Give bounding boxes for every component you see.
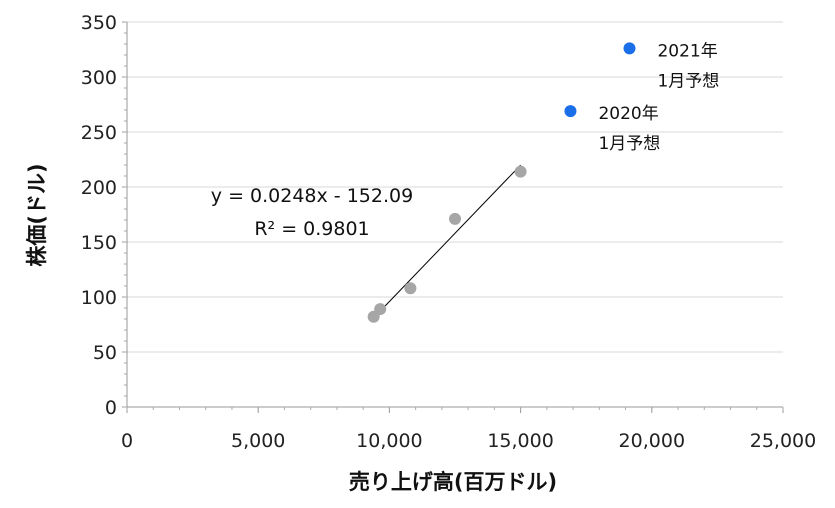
point-label-year: 2020年 bbox=[598, 104, 658, 124]
point-label-year: 2021年 bbox=[657, 41, 717, 61]
y-tick-label: 300 bbox=[81, 67, 117, 89]
y-tick-labels: 0 50 100 150 200 250 300 350 bbox=[81, 12, 117, 419]
point-labels: 2020年 1月予想 2021年 1月予想 bbox=[598, 41, 719, 154]
trendline bbox=[373, 164, 521, 319]
y-axis-title: 株価(ドル) bbox=[25, 163, 49, 266]
data-point bbox=[449, 212, 461, 225]
y-tick-label: 200 bbox=[81, 177, 117, 199]
x-tick-label: 20,000 bbox=[619, 430, 685, 452]
trendline-equation: y = 0.0248x - 152.09 bbox=[211, 185, 413, 207]
x-axis-title: 売り上げ高(百万ドル) bbox=[349, 470, 557, 494]
y-tick-label: 150 bbox=[81, 232, 117, 254]
gridlines bbox=[127, 21, 783, 353]
data-point bbox=[404, 282, 417, 295]
x-tick-label: 25,000 bbox=[750, 430, 816, 452]
y-tick-label: 0 bbox=[105, 397, 117, 419]
x-tick-label: 10,000 bbox=[356, 430, 422, 452]
data-points bbox=[367, 42, 636, 323]
y-tick-label: 350 bbox=[81, 12, 117, 34]
y-tick-label: 250 bbox=[81, 122, 117, 144]
data-point bbox=[374, 303, 387, 316]
x-tick-labels: 0 5,000 10,000 15,000 20,000 25,000 bbox=[121, 430, 816, 452]
trendline-r-squared: R² = 0.9801 bbox=[254, 218, 369, 240]
x-tick-label: 5,000 bbox=[231, 430, 285, 452]
x-tick-label: 0 bbox=[121, 430, 133, 452]
x-tick-label: 15,000 bbox=[487, 430, 553, 452]
forecast-point bbox=[564, 105, 577, 118]
trendline-group bbox=[373, 164, 521, 319]
y-tick-label: 50 bbox=[93, 342, 117, 364]
forecast-point bbox=[623, 42, 636, 55]
y-tick-label: 100 bbox=[81, 287, 117, 309]
point-label-month: 1月予想 bbox=[657, 71, 719, 91]
axes bbox=[122, 21, 784, 413]
data-point bbox=[514, 165, 527, 178]
point-label-month: 1月予想 bbox=[598, 134, 660, 154]
